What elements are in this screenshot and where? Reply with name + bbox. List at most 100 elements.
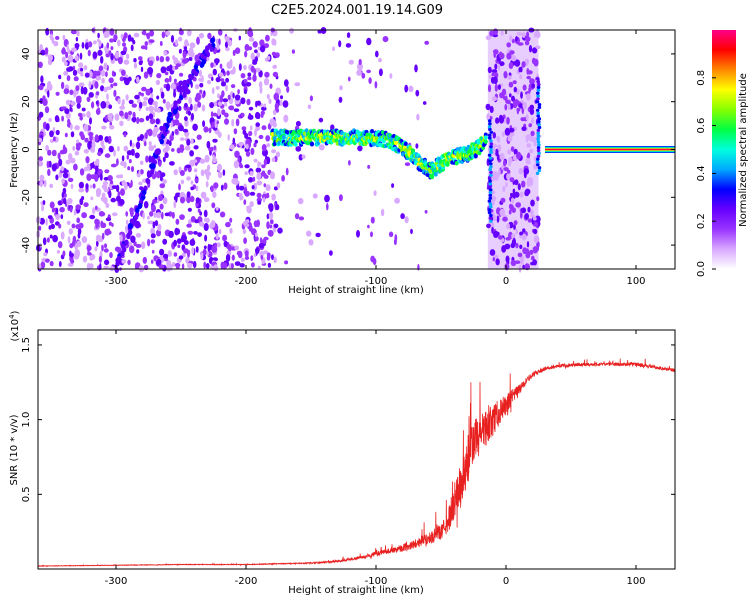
spectrogram-cell: [110, 46, 114, 51]
spectrogram-cell: [507, 149, 512, 155]
spectrogram-cell: [104, 32, 110, 38]
spectrogram-cell: [155, 55, 160, 62]
spectrogram-cell: [159, 56, 165, 63]
spectrogram-cell: [155, 79, 161, 86]
spectrogram-cell: [404, 162, 411, 167]
spectrogram-cell: [519, 244, 523, 249]
colorbar-tick-label: 0.8: [696, 70, 707, 86]
spectrogram-cell: [513, 86, 517, 93]
spectrogram-cell: [210, 62, 214, 68]
spectrogram-cell: [515, 36, 518, 42]
spectrogram-cell: [253, 158, 258, 163]
spectrogram-cell: [357, 62, 363, 71]
spectrogram-cell: [105, 71, 108, 78]
spectrogram-cell: [243, 64, 247, 71]
spectrogram-cell: [215, 77, 221, 83]
spectrogram-cell: [422, 101, 427, 105]
spectrogram-cell: [128, 159, 132, 164]
spectrogram-cell: [84, 137, 89, 143]
spectrogram-cell: [525, 113, 529, 121]
spectrogram-cell: [223, 182, 228, 190]
spectrogram-cell: [179, 170, 185, 176]
spectrogram-cell: [205, 180, 209, 188]
spectrogram-cell: [241, 126, 247, 131]
spectrogram-cell: [531, 83, 536, 89]
spectrogram-cell: [48, 117, 52, 122]
spectrogram-cell: [134, 94, 140, 100]
spectrogram-cell: [498, 61, 505, 67]
spectrogram-cell: [95, 75, 102, 81]
spectrogram-cell: [88, 164, 91, 172]
spectrogram-cell: [129, 139, 133, 147]
spectrogram-cell: [95, 71, 101, 76]
spectrogram-y-tick-label: -40: [21, 237, 32, 253]
spectrogram-cell: [49, 33, 53, 40]
spectrogram-cell: [45, 144, 49, 152]
spectrogram-cell: [142, 256, 147, 264]
spectrogram-cell: [120, 50, 127, 55]
spectrogram-cell: [93, 40, 97, 45]
spectrogram-cell: [46, 160, 50, 169]
snr-x-ticks: -300 -200 -100 0 100: [105, 330, 646, 587]
spectrogram-cell: [108, 221, 112, 226]
spectrogram-cell: [190, 180, 194, 185]
spectrogram-cell: [97, 107, 100, 112]
spectrogram-cell: [509, 50, 515, 55]
spectrogram-cell: [517, 183, 521, 191]
spectrogram-cell: [210, 111, 214, 118]
spectrogram-cell: [381, 139, 386, 144]
spectrogram-cell: [512, 80, 517, 85]
spectrogram-cell: [111, 70, 115, 77]
spectrogram-cell: [488, 156, 493, 160]
spectrogram-cell: [69, 89, 74, 96]
spectrogram-cell: [100, 69, 106, 77]
spectrogram-cell: [198, 77, 203, 82]
spectrogram-cell: [147, 220, 154, 225]
spectrogram-cell: [536, 91, 540, 95]
spectrogram-cell: [189, 150, 195, 157]
spectrogram-cell: [150, 259, 154, 264]
spectrogram-cell: [159, 248, 165, 256]
spectrogram-cell: [498, 51, 503, 59]
spectrogram-cell: [537, 168, 542, 173]
spectrogram-cell: [511, 95, 515, 102]
spectrogram-cell: [231, 119, 235, 127]
spectrogram-cell: [522, 101, 527, 110]
spectrogram-cell: [187, 230, 194, 235]
spectrogram-cell: [224, 112, 229, 118]
spectrogram-cell: [306, 230, 312, 237]
spectrogram-cell: [256, 192, 262, 199]
spectrogram-cell: [84, 72, 90, 78]
snr-x-tick-label: 100: [626, 576, 645, 587]
spectrogram-cell: [207, 164, 211, 171]
spectrogram-cell: [77, 232, 81, 239]
spectrogram-cell: [251, 185, 255, 190]
spectrogram-y-tick-label: 40: [21, 48, 32, 61]
spectrogram-cell: [220, 261, 225, 270]
spectrogram-cell: [67, 118, 71, 125]
spectrogram-cell: [171, 148, 175, 152]
spectrogram-cell: [197, 232, 203, 238]
spectrogram-cell: [174, 128, 179, 135]
spectrogram-cell: [80, 67, 84, 72]
spectrogram-cell: [58, 74, 62, 80]
spectrogram-cell: [346, 32, 351, 39]
spectrogram-cell: [104, 136, 110, 143]
spectrogram-cell: [508, 62, 514, 69]
spectrogram-cell: [224, 118, 229, 125]
spectrogram-cell: [272, 136, 277, 141]
spectrogram-cell: [169, 161, 175, 166]
spectrogram-cell: [267, 55, 271, 61]
spectrogram-cell: [489, 139, 493, 143]
spectrogram-cell: [104, 259, 110, 266]
spectrogram-cell: [137, 98, 141, 104]
spectrogram-cell: [530, 130, 535, 137]
spectrogram-cell: [122, 42, 126, 47]
spectrogram-cell: [209, 46, 214, 52]
spectrogram-cell: [272, 71, 279, 78]
spectrogram-cell: [136, 249, 140, 254]
spectrogram-cell: [175, 39, 178, 46]
spectrogram-cell: [121, 259, 127, 264]
spectrogram-cell: [279, 99, 283, 107]
spectrogram-cell: [488, 182, 493, 186]
